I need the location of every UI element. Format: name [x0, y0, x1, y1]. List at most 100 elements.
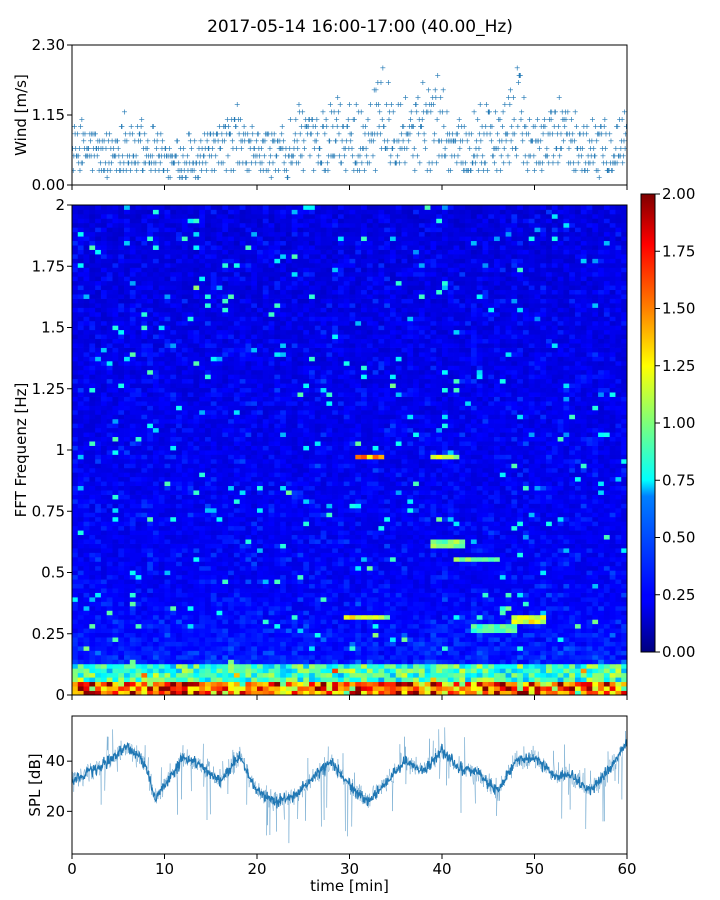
wind-point: +	[94, 151, 101, 160]
spectrogram-cell	[540, 539, 547, 544]
spectrogram-cell	[118, 543, 125, 549]
spectrogram-cell	[228, 565, 235, 571]
spectrogram-cell	[586, 690, 593, 696]
spectrogram-cell	[511, 659, 518, 665]
spectrogram-cell	[106, 641, 113, 647]
spectrogram-cell	[372, 641, 379, 647]
spectrogram-cell	[291, 539, 298, 544]
spectrogram-cell	[609, 548, 616, 553]
spectrogram-cell	[378, 668, 385, 674]
spectrogram-cell	[470, 552, 478, 558]
spectrogram-cell	[505, 632, 512, 638]
spectrogram-cell	[118, 561, 125, 567]
spectrogram-cell	[314, 690, 321, 696]
wind-point: +	[92, 129, 99, 138]
spectrogram-cell	[228, 601, 235, 607]
spectrogram-cell	[424, 552, 431, 558]
spectrogram-cell	[482, 539, 489, 544]
spectrogram-cell	[598, 605, 605, 611]
spectrogram-cell	[505, 534, 512, 540]
wind-point: +	[197, 151, 204, 160]
spectrogram-cell	[540, 623, 547, 629]
spectrogram-cell	[407, 681, 414, 687]
spectrogram-cell	[522, 681, 530, 687]
spectrogram-cell	[320, 601, 327, 607]
spectrogram-cell	[586, 637, 593, 642]
spectrogram-cell	[465, 561, 472, 567]
spectrogram-cell	[378, 641, 385, 647]
spectrogram-cell	[170, 605, 177, 611]
spectrogram-cell	[436, 507, 443, 513]
spectrogram-cell	[100, 597, 108, 602]
spectrogram-cell	[574, 583, 582, 589]
spectrogram-cell	[453, 565, 460, 571]
wind-point: +	[162, 144, 169, 153]
wind-point: +	[275, 137, 282, 146]
wind-point: +	[135, 159, 142, 168]
spectrogram-cell	[72, 574, 79, 580]
spectrogram-cell	[118, 534, 125, 540]
spectrogram-cell	[401, 561, 408, 567]
spectrogram-cell	[268, 686, 275, 691]
spectrogram-cell	[152, 637, 160, 642]
wind-point: +	[513, 144, 520, 153]
spectrogram-cell	[540, 677, 547, 683]
spectrogram-cell	[389, 534, 397, 540]
spectrogram-cell	[239, 681, 246, 687]
spectrogram-cell	[557, 646, 564, 651]
spectrogram-cell	[424, 521, 431, 527]
spectrogram-cell	[459, 539, 466, 544]
spectrogram-cell	[465, 548, 472, 553]
spectrogram-cell	[239, 525, 246, 531]
spectrogram-cell	[303, 512, 310, 518]
spectrogram-cell	[135, 614, 142, 620]
spectrogram-cell	[233, 525, 241, 531]
wind-point: +	[368, 137, 375, 146]
spectrogram-cell	[118, 650, 125, 656]
wind-point: +	[185, 129, 192, 138]
spectrogram-cell	[274, 654, 281, 660]
spectrogram-cell	[482, 512, 489, 518]
spectrogram-cell	[418, 632, 426, 638]
wind-point: +	[421, 137, 428, 146]
spectrogram-cell	[129, 521, 136, 527]
spectrogram-cell	[332, 565, 339, 571]
spectrogram-cell	[303, 588, 310, 593]
spectrogram-cell	[488, 556, 495, 562]
wind-point: +	[187, 137, 194, 146]
spectrogram-cell	[326, 512, 333, 518]
spectrogram-cell	[430, 512, 437, 518]
spectrogram-cell	[505, 659, 512, 665]
spectrogram-cell	[309, 686, 316, 691]
spectrogram-cell	[285, 516, 293, 522]
spectrogram-cell	[262, 503, 269, 509]
spectrogram-cell	[355, 632, 362, 638]
spectrogram-cell	[158, 579, 165, 585]
spectrogram-cell	[401, 650, 408, 656]
spectrogram-cell	[176, 681, 183, 687]
spectrogram-cell	[389, 681, 397, 687]
wind-point: +	[83, 144, 90, 153]
spectrogram-cell	[77, 690, 84, 696]
spectrogram-cell	[332, 650, 339, 656]
wind-point: +	[504, 129, 511, 138]
spectrogram-cell	[106, 597, 113, 602]
spectrogram-cell	[574, 574, 582, 580]
spectrogram-cell	[598, 668, 605, 674]
spectrogram-cell	[378, 690, 385, 696]
spectrogram-cell	[355, 552, 362, 558]
spectrogram-cell	[291, 503, 298, 509]
spectrogram-cell	[309, 672, 316, 678]
spectrogram-cell	[586, 592, 593, 598]
spectrogram-cell	[291, 637, 298, 642]
wind-point: +	[463, 166, 470, 175]
spectrogram-cell	[470, 561, 478, 567]
spectrogram-cell	[199, 646, 206, 651]
spectrogram-cell	[158, 534, 165, 540]
spectrogram-cell	[424, 561, 431, 567]
spectrogram-cell	[476, 592, 483, 598]
spectrogram-cell	[251, 539, 258, 544]
wind-point: +	[351, 115, 358, 124]
spectrogram-cell	[534, 525, 541, 531]
spectrogram-cell	[216, 686, 223, 691]
